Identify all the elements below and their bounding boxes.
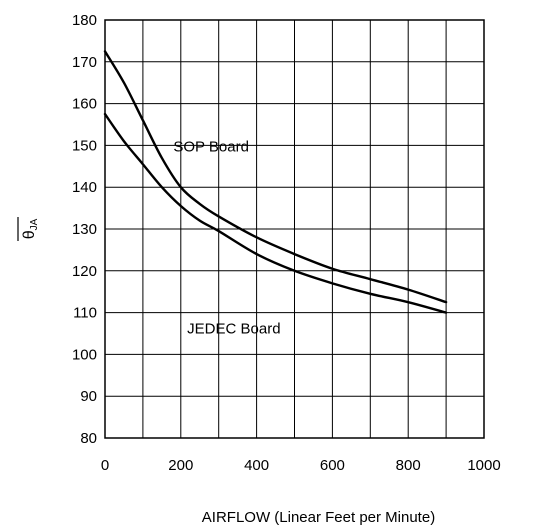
series-annotations: SOP Board JEDEC Board: [173, 139, 280, 338]
svg-text:θJA: θJA: [21, 218, 40, 239]
y-tick-label: 80: [80, 430, 97, 447]
y-axis-label: θJA: [17, 217, 40, 241]
x-tick-label: 800: [396, 457, 421, 474]
grid: [105, 20, 484, 438]
y-tick-label: 120: [72, 263, 97, 280]
y-tick-label: 100: [72, 346, 97, 363]
series-lines: [103, 50, 448, 314]
series-annotation: SOP Board: [173, 139, 249, 156]
series-line: [103, 112, 448, 314]
x-tick-label: 600: [320, 457, 345, 474]
y-tick-label: 110: [73, 305, 97, 322]
x-tick-label: 0: [101, 457, 109, 474]
x-tick-label: 400: [244, 457, 269, 474]
y-tick-label: 180: [72, 12, 97, 29]
x-axis-label: AIRFLOW (Linear Feet per Minute): [202, 509, 435, 526]
y-tick-label: 160: [72, 96, 97, 113]
y-axis-label-sub: JA: [29, 218, 40, 230]
y-tick-label: 170: [72, 54, 97, 71]
x-tick-label: 1000: [467, 457, 500, 474]
x-tick-labels: 0 200 400 600 800 1000: [101, 457, 501, 474]
series-annotation: JEDEC Board: [187, 321, 280, 338]
y-axis-label-main: θ: [21, 230, 38, 239]
y-tick-label: 90: [80, 388, 97, 405]
y-tick-label: 150: [72, 137, 97, 154]
x-tick-label: 200: [168, 457, 193, 474]
plot-frame: [104, 19, 485, 439]
y-tick-label: 130: [72, 221, 97, 238]
y-tick-labels: 80 90 100 110 120 130 140 150 160 170 180: [72, 12, 97, 447]
y-tick-label: 140: [72, 179, 97, 196]
series-line: [103, 50, 448, 304]
